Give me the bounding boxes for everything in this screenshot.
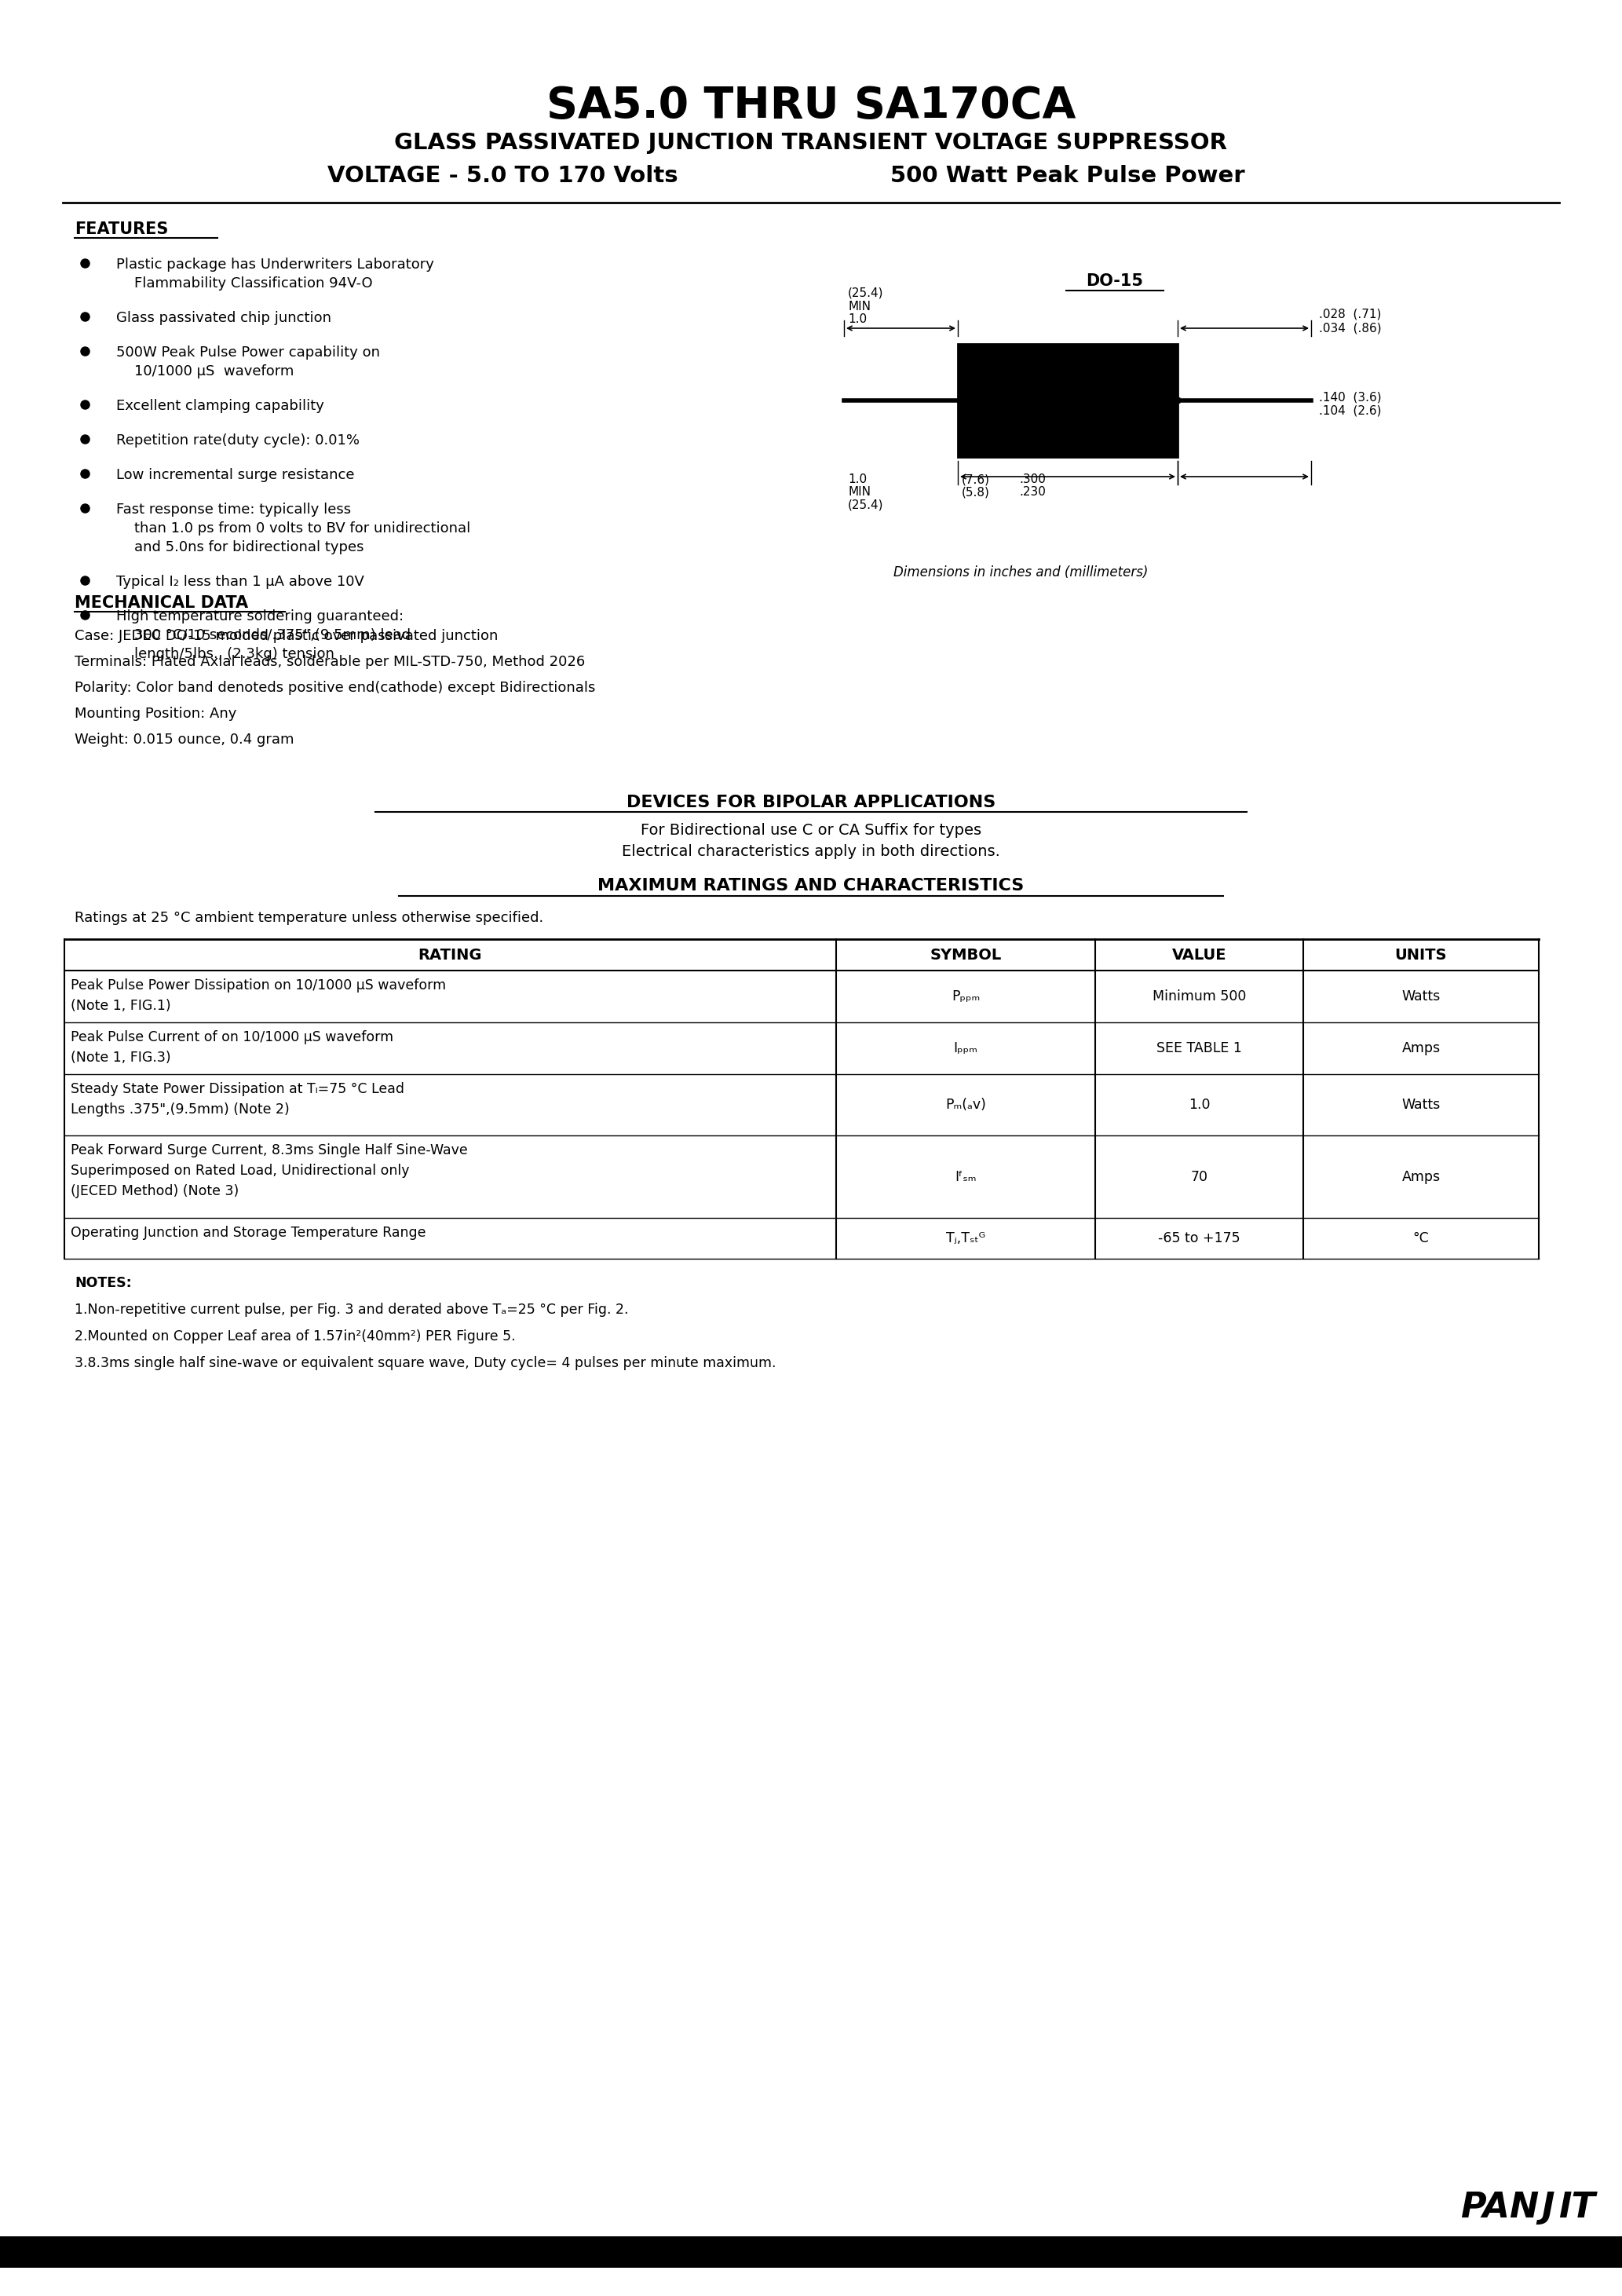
Text: Lengths .375",(9.5mm) (Note 2): Lengths .375",(9.5mm) (Note 2): [71, 1102, 289, 1116]
Text: Terminals: Plated Axial leads, solderable per MIL-STD-750, Method 2026: Terminals: Plated Axial leads, solderabl…: [75, 654, 586, 668]
Text: Amps: Amps: [1401, 1169, 1440, 1185]
Text: Flammability Classification 94V-O: Flammability Classification 94V-O: [117, 276, 373, 292]
Text: MIN: MIN: [848, 487, 871, 498]
Text: Plastic package has Underwriters Laboratory: Plastic package has Underwriters Laborat…: [117, 257, 435, 271]
Text: Case: JEDEC DO-15 molded plastic over passivated junction: Case: JEDEC DO-15 molded plastic over pa…: [75, 629, 498, 643]
Bar: [0, 2236, 1622, 2268]
Text: Glass passivated chip junction: Glass passivated chip junction: [117, 310, 331, 326]
Text: Weight: 0.015 ounce, 0.4 gram: Weight: 0.015 ounce, 0.4 gram: [75, 732, 294, 746]
Text: Peak Pulse Current of on 10/1000 µS waveform: Peak Pulse Current of on 10/1000 µS wave…: [71, 1031, 394, 1045]
Text: GLASS PASSIVATED JUNCTION TRANSIENT VOLTAGE SUPPRESSOR: GLASS PASSIVATED JUNCTION TRANSIENT VOLT…: [394, 131, 1228, 154]
Text: (Note 1, FIG.1): (Note 1, FIG.1): [71, 999, 170, 1013]
Text: 1.0: 1.0: [848, 312, 866, 326]
Text: Ratings at 25 °C ambient temperature unless otherwise specified.: Ratings at 25 °C ambient temperature unl…: [75, 912, 543, 925]
Text: Dimensions in inches and (millimeters): Dimensions in inches and (millimeters): [894, 565, 1148, 579]
Text: -65 to +175: -65 to +175: [1158, 1231, 1241, 1244]
Text: 1.Non-repetitive current pulse, per Fig. 3 and derated above Tₐ=25 °C per Fig. 2: 1.Non-repetitive current pulse, per Fig.…: [75, 1302, 628, 1318]
Text: IT: IT: [1559, 2190, 1594, 2225]
Text: SEE TABLE 1: SEE TABLE 1: [1156, 1040, 1242, 1056]
Text: Iᶠₛₘ: Iᶠₛₘ: [955, 1169, 976, 1185]
Text: .034  (.86): .034 (.86): [1319, 321, 1382, 335]
Text: Pₘ(ₐv): Pₘ(ₐv): [946, 1097, 986, 1111]
Text: 70: 70: [1191, 1169, 1208, 1185]
Text: 1.0: 1.0: [1189, 1097, 1210, 1111]
Text: Watts: Watts: [1401, 1097, 1440, 1111]
Text: (5.8): (5.8): [962, 487, 989, 498]
Text: Operating Junction and Storage Temperature Range: Operating Junction and Storage Temperatu…: [71, 1226, 427, 1240]
Text: (Note 1, FIG.3): (Note 1, FIG.3): [71, 1052, 170, 1065]
Text: Fast response time: typically less: Fast response time: typically less: [117, 503, 350, 517]
Text: MIN: MIN: [848, 301, 871, 312]
Text: MAXIMUM RATINGS AND CHARACTERISTICS: MAXIMUM RATINGS AND CHARACTERISTICS: [599, 877, 1023, 893]
Text: J: J: [1541, 2190, 1554, 2225]
Text: .300: .300: [1019, 473, 1046, 484]
Text: Mounting Position: Any: Mounting Position: Any: [75, 707, 237, 721]
Text: Electrical characteristics apply in both directions.: Electrical characteristics apply in both…: [621, 845, 1001, 859]
Text: 1.0: 1.0: [848, 473, 866, 484]
Text: PAN: PAN: [1460, 2190, 1539, 2225]
Text: and 5.0ns for bidirectional types: and 5.0ns for bidirectional types: [117, 540, 363, 553]
Text: (25.4): (25.4): [848, 498, 884, 510]
Text: (7.6): (7.6): [962, 473, 989, 484]
Text: Tⱼ,Tₛₜᴳ: Tⱼ,Tₛₜᴳ: [946, 1231, 985, 1244]
Text: RATING: RATING: [418, 948, 482, 962]
Text: 500 Watt Peak Pulse Power: 500 Watt Peak Pulse Power: [890, 165, 1246, 186]
Text: 500W Peak Pulse Power capability on: 500W Peak Pulse Power capability on: [117, 344, 380, 360]
Text: .140  (3.6): .140 (3.6): [1319, 390, 1382, 404]
Text: .028  (.71): .028 (.71): [1319, 308, 1382, 319]
Text: 300 °C/10 seconds/.375",(9.5mm) lead: 300 °C/10 seconds/.375",(9.5mm) lead: [117, 629, 410, 643]
Text: Iₚₚₘ: Iₚₚₘ: [954, 1040, 978, 1056]
Bar: [959, 344, 1178, 457]
Text: Watts: Watts: [1401, 990, 1440, 1003]
Text: °C: °C: [1413, 1231, 1429, 1244]
Text: UNITS: UNITS: [1395, 948, 1447, 962]
Text: .230: .230: [1019, 487, 1046, 498]
Text: Pₚₚₘ: Pₚₚₘ: [952, 990, 980, 1003]
Text: Polarity: Color band denoteds positive end(cathode) except Bidirectionals: Polarity: Color band denoteds positive e…: [75, 682, 595, 696]
Text: Peak Forward Surge Current, 8.3ms Single Half Sine-Wave: Peak Forward Surge Current, 8.3ms Single…: [71, 1143, 467, 1157]
Text: SA5.0 THRU SA170CA: SA5.0 THRU SA170CA: [547, 85, 1075, 126]
Text: (JECED Method) (Note 3): (JECED Method) (Note 3): [71, 1185, 238, 1199]
Text: MECHANICAL DATA: MECHANICAL DATA: [75, 595, 248, 611]
Text: Amps: Amps: [1401, 1040, 1440, 1056]
Text: For Bidirectional use C or CA Suffix for types: For Bidirectional use C or CA Suffix for…: [641, 822, 981, 838]
Text: Low incremental surge resistance: Low incremental surge resistance: [117, 468, 355, 482]
Text: Excellent clamping capability: Excellent clamping capability: [117, 400, 324, 413]
Text: length/5lbs., (2.3kg) tension: length/5lbs., (2.3kg) tension: [117, 647, 334, 661]
Text: Peak Pulse Power Dissipation on 10/1000 µS waveform: Peak Pulse Power Dissipation on 10/1000 …: [71, 978, 446, 992]
Text: .104  (2.6): .104 (2.6): [1319, 404, 1382, 416]
Text: DEVICES FOR BIPOLAR APPLICATIONS: DEVICES FOR BIPOLAR APPLICATIONS: [626, 794, 996, 810]
Text: Minimum 500: Minimum 500: [1152, 990, 1246, 1003]
Text: FEATURES: FEATURES: [75, 220, 169, 236]
Text: 2.Mounted on Copper Leaf area of 1.57in²(40mm²) PER Figure 5.: 2.Mounted on Copper Leaf area of 1.57in²…: [75, 1329, 516, 1343]
Text: SYMBOL: SYMBOL: [929, 948, 1001, 962]
Text: Superimposed on Rated Load, Unidirectional only: Superimposed on Rated Load, Unidirection…: [71, 1164, 409, 1178]
Text: Typical I₂ less than 1 µA above 10V: Typical I₂ less than 1 µA above 10V: [117, 574, 365, 588]
Text: than 1.0 ps from 0 volts to BV for unidirectional: than 1.0 ps from 0 volts to BV for unidi…: [117, 521, 470, 535]
Text: High temperature soldering guaranteed:: High temperature soldering guaranteed:: [117, 608, 404, 625]
Text: Steady State Power Dissipation at Tₗ=75 °C Lead: Steady State Power Dissipation at Tₗ=75 …: [71, 1081, 404, 1095]
Text: 10/1000 µS  waveform: 10/1000 µS waveform: [117, 365, 294, 379]
Text: Repetition rate(duty cycle): 0.01%: Repetition rate(duty cycle): 0.01%: [117, 434, 360, 448]
Text: 3.8.3ms single half sine-wave or equivalent square wave, Duty cycle= 4 pulses pe: 3.8.3ms single half sine-wave or equival…: [75, 1357, 775, 1371]
Text: NOTES:: NOTES:: [75, 1277, 131, 1290]
Text: VALUE: VALUE: [1173, 948, 1226, 962]
Text: (25.4): (25.4): [848, 287, 884, 298]
Text: DO-15: DO-15: [1087, 273, 1144, 289]
Text: VOLTAGE - 5.0 TO 170 Volts: VOLTAGE - 5.0 TO 170 Volts: [328, 165, 678, 186]
